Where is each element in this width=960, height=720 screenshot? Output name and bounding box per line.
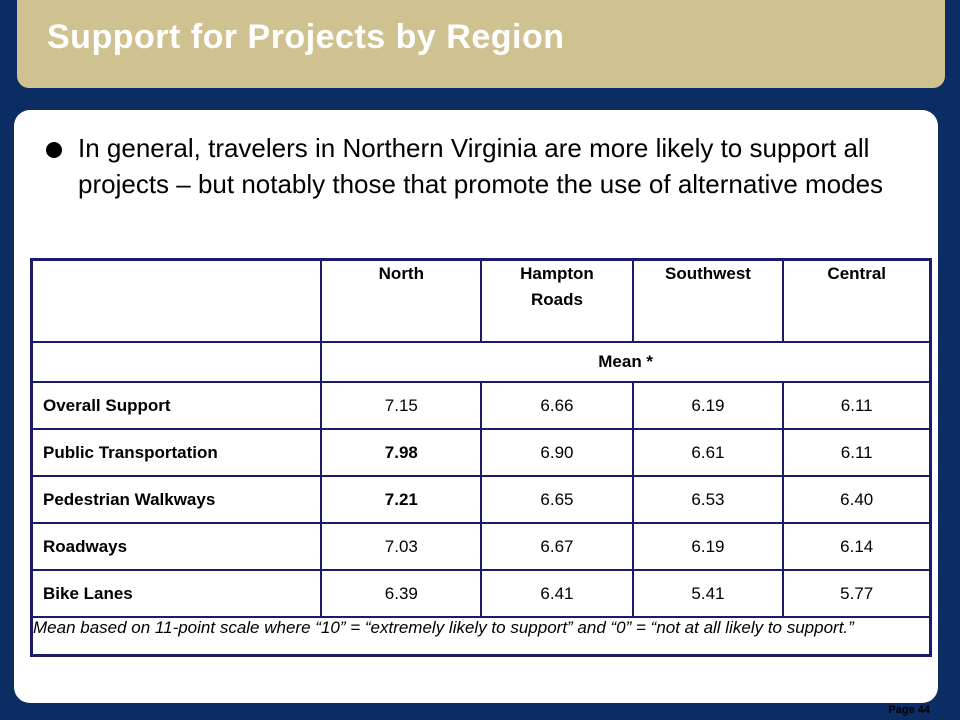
subheader-blank-cell — [31, 341, 323, 382]
table-note-row: Mean based on 11-point scale where “10” … — [31, 616, 931, 656]
title-bar: Support for Projects by Region — [17, 0, 945, 88]
cell-hampton-roads: 6.41 — [480, 569, 633, 617]
cell-southwest: 6.61 — [631, 428, 784, 476]
row-label: Overall Support — [31, 381, 322, 429]
subheader-mean: Mean * — [321, 341, 931, 382]
cell-hampton-roads: 6.66 — [480, 381, 633, 429]
column-header-north: North — [320, 259, 482, 342]
cell-north: 7.21 — [320, 475, 482, 523]
row-label: Roadways — [31, 522, 322, 570]
table-row: Overall Support 7.15 6.66 6.19 6.11 — [31, 381, 931, 429]
cell-hampton-roads: 6.90 — [480, 428, 633, 476]
row-label: Public Transportation — [31, 428, 322, 476]
cell-southwest: 5.41 — [631, 569, 784, 617]
bullet-text: In general, travelers in Northern Virgin… — [78, 133, 884, 199]
page-number: Page 44 — [888, 704, 930, 716]
cell-southwest: 6.53 — [631, 475, 784, 523]
cell-central: 6.11 — [782, 381, 931, 429]
cell-southwest: 6.19 — [631, 381, 784, 429]
bullet-dot-icon — [46, 142, 62, 158]
header-blank-cell — [32, 260, 322, 343]
row-label: Pedestrian Walkways — [31, 475, 322, 523]
cell-north: 7.03 — [320, 522, 482, 570]
cell-north: 7.98 — [320, 428, 482, 476]
cell-central: 5.77 — [782, 569, 931, 617]
cell-central: 6.40 — [782, 475, 931, 523]
column-header-central: Central — [782, 259, 931, 342]
subheader-row: Mean * — [31, 341, 931, 382]
table-row: Bike Lanes 6.39 6.41 5.41 5.77 — [31, 569, 931, 617]
region-support-table: North Hampton Roads Southwest Central Me… — [30, 258, 932, 657]
cell-central: 6.11 — [782, 428, 931, 476]
cell-hampton-roads: 6.67 — [480, 522, 633, 570]
table-footnote: Mean based on 11-point scale where “10” … — [31, 616, 931, 656]
cell-hampton-roads: 6.65 — [480, 475, 633, 523]
table-header-row: North Hampton Roads Southwest Central — [32, 259, 931, 343]
column-header-hampton-roads-label: Hampton Roads — [520, 264, 594, 309]
column-header-hampton-roads: Hampton Roads — [480, 259, 633, 342]
cell-central: 6.14 — [782, 522, 931, 570]
table-row: Pedestrian Walkways 7.21 6.65 6.53 6.40 — [31, 475, 931, 523]
table-row: Public Transportation 7.98 6.90 6.61 6.1… — [31, 428, 931, 476]
row-label: Bike Lanes — [31, 569, 322, 617]
bullet-point: In general, travelers in Northern Virgin… — [46, 130, 916, 202]
table-row: Roadways 7.03 6.67 6.19 6.14 — [31, 522, 931, 570]
cell-southwest: 6.19 — [631, 522, 784, 570]
column-header-southwest: Southwest — [631, 259, 784, 342]
slide-title: Support for Projects by Region — [47, 18, 565, 56]
cell-north: 7.15 — [320, 381, 482, 429]
cell-north: 6.39 — [320, 569, 482, 617]
